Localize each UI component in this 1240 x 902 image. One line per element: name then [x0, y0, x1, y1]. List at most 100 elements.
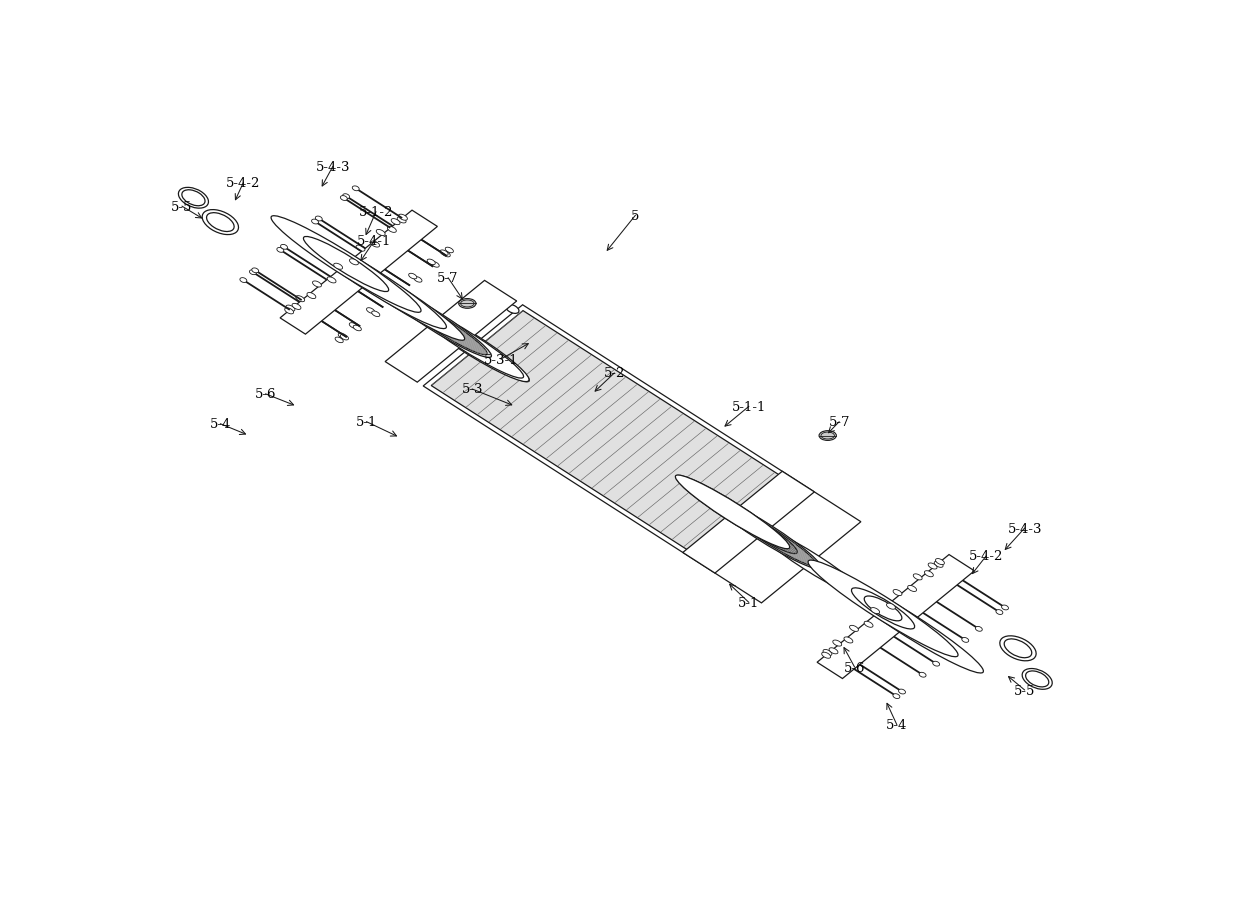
Polygon shape — [280, 211, 438, 335]
Ellipse shape — [391, 219, 401, 226]
Ellipse shape — [387, 291, 396, 297]
Ellipse shape — [296, 233, 446, 329]
Text: 5-3: 5-3 — [461, 383, 482, 396]
Ellipse shape — [397, 217, 405, 224]
Ellipse shape — [296, 297, 305, 302]
Ellipse shape — [606, 391, 622, 402]
Ellipse shape — [1004, 640, 1032, 658]
Ellipse shape — [207, 214, 234, 232]
Ellipse shape — [335, 337, 343, 344]
Ellipse shape — [823, 649, 832, 656]
Ellipse shape — [403, 228, 409, 233]
Ellipse shape — [822, 652, 831, 658]
Ellipse shape — [356, 246, 365, 252]
Ellipse shape — [445, 248, 454, 253]
Ellipse shape — [893, 694, 900, 699]
Ellipse shape — [202, 210, 238, 235]
Polygon shape — [386, 281, 517, 382]
Ellipse shape — [304, 237, 388, 292]
Polygon shape — [423, 306, 861, 603]
Ellipse shape — [899, 689, 905, 695]
Ellipse shape — [312, 281, 321, 288]
Ellipse shape — [699, 491, 805, 558]
Ellipse shape — [315, 216, 322, 222]
Ellipse shape — [460, 300, 474, 308]
Ellipse shape — [414, 277, 422, 283]
Ellipse shape — [339, 334, 346, 339]
Ellipse shape — [334, 264, 342, 270]
Ellipse shape — [833, 576, 983, 673]
Ellipse shape — [252, 269, 259, 273]
Ellipse shape — [316, 299, 324, 303]
Ellipse shape — [393, 295, 401, 300]
Ellipse shape — [713, 500, 817, 566]
Ellipse shape — [182, 190, 205, 207]
Ellipse shape — [440, 251, 448, 256]
Ellipse shape — [908, 585, 916, 592]
Ellipse shape — [935, 559, 945, 565]
Ellipse shape — [864, 621, 873, 628]
Polygon shape — [683, 472, 815, 574]
Ellipse shape — [864, 596, 901, 621]
Text: 5-4-3: 5-4-3 — [1007, 522, 1042, 535]
Text: 5-1: 5-1 — [356, 416, 377, 428]
Ellipse shape — [427, 260, 435, 265]
Ellipse shape — [1022, 668, 1053, 689]
Ellipse shape — [413, 308, 529, 382]
Text: 5-7: 5-7 — [438, 272, 459, 285]
Ellipse shape — [403, 228, 409, 233]
Text: 5-5: 5-5 — [1014, 684, 1035, 696]
Ellipse shape — [308, 293, 316, 299]
Text: 5-4-2: 5-4-2 — [226, 177, 260, 189]
Ellipse shape — [272, 216, 422, 313]
Ellipse shape — [324, 250, 465, 341]
Ellipse shape — [443, 252, 450, 258]
Ellipse shape — [719, 503, 785, 546]
Text: 5-1: 5-1 — [738, 596, 760, 609]
Ellipse shape — [919, 673, 926, 677]
Ellipse shape — [366, 258, 373, 262]
Ellipse shape — [372, 312, 379, 318]
Ellipse shape — [459, 299, 476, 309]
Ellipse shape — [285, 308, 294, 315]
Ellipse shape — [962, 638, 968, 642]
Ellipse shape — [340, 335, 348, 341]
Ellipse shape — [280, 245, 288, 250]
Ellipse shape — [852, 588, 915, 630]
Ellipse shape — [755, 526, 868, 599]
Ellipse shape — [996, 610, 1003, 615]
Ellipse shape — [340, 280, 346, 284]
Ellipse shape — [870, 608, 879, 614]
Ellipse shape — [932, 661, 940, 667]
Ellipse shape — [506, 305, 520, 314]
Ellipse shape — [409, 274, 417, 280]
Ellipse shape — [913, 575, 923, 580]
Text: 5-3-1: 5-3-1 — [484, 354, 518, 366]
Ellipse shape — [1025, 671, 1049, 687]
Ellipse shape — [389, 239, 396, 244]
Ellipse shape — [417, 309, 529, 382]
Ellipse shape — [999, 636, 1037, 661]
Ellipse shape — [303, 309, 310, 314]
Ellipse shape — [708, 496, 821, 569]
Text: 5-5: 5-5 — [171, 200, 192, 214]
Polygon shape — [432, 311, 797, 562]
Ellipse shape — [425, 315, 529, 382]
Ellipse shape — [350, 260, 358, 265]
Ellipse shape — [732, 511, 797, 554]
Ellipse shape — [1002, 605, 1008, 610]
Ellipse shape — [676, 476, 789, 548]
Text: 5-6: 5-6 — [254, 388, 277, 400]
Text: 5-4-1: 5-4-1 — [357, 235, 392, 248]
Ellipse shape — [293, 304, 301, 310]
Text: 5-1-2: 5-1-2 — [358, 206, 393, 219]
Ellipse shape — [378, 285, 491, 358]
Ellipse shape — [303, 309, 310, 314]
Text: 5-4: 5-4 — [887, 719, 908, 732]
Ellipse shape — [808, 560, 959, 657]
Text: 5-2: 5-2 — [604, 367, 625, 380]
Ellipse shape — [340, 280, 346, 284]
Ellipse shape — [893, 590, 901, 596]
Ellipse shape — [849, 626, 858, 631]
Text: 5-7: 5-7 — [828, 416, 849, 428]
